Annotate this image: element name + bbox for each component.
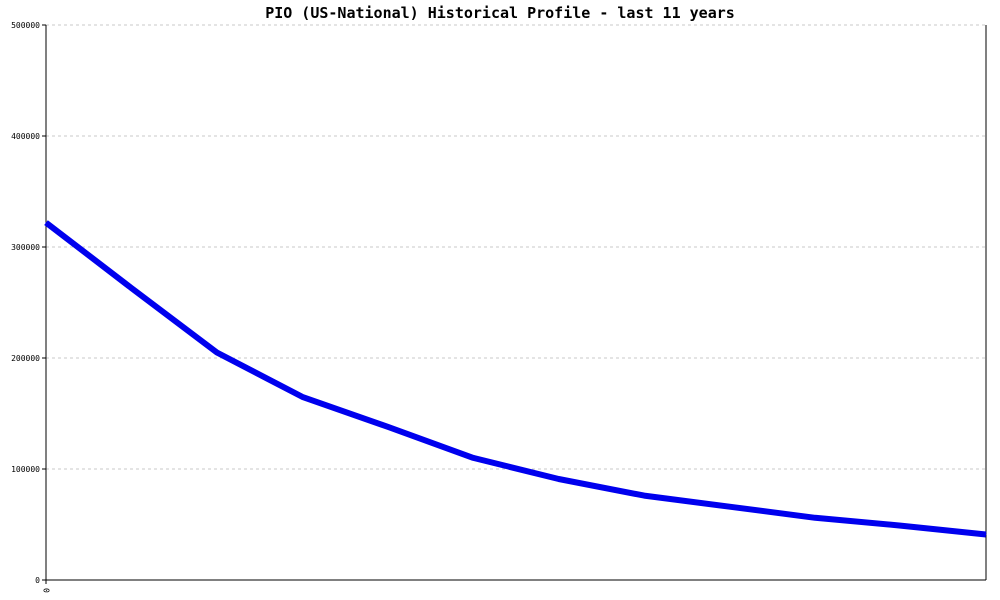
y-tick-label: 400000 xyxy=(11,132,40,141)
y-tick-labels: 0 100000 200000 300000 400000 500000 xyxy=(11,21,46,585)
data-point xyxy=(216,351,218,353)
data-point xyxy=(814,517,816,519)
data-point xyxy=(472,457,474,459)
chart-title: PIO (US-National) Historical Profile - l… xyxy=(265,4,735,22)
y-tick-label: 300000 xyxy=(11,243,40,252)
data-point xyxy=(643,495,645,497)
x-tick-labels: 0 xyxy=(42,580,51,593)
axes xyxy=(45,25,987,581)
series-layer xyxy=(44,220,987,538)
data-point xyxy=(301,396,303,398)
data-point xyxy=(130,287,132,289)
y-tick-label: 100000 xyxy=(11,465,40,474)
y-tick-label: 0 xyxy=(35,576,40,585)
y-tick-label: 500000 xyxy=(11,21,40,30)
data-point xyxy=(985,533,987,535)
grid-lines xyxy=(46,24,986,470)
series-line xyxy=(44,220,987,538)
data-point xyxy=(45,222,47,224)
y-tick-label: 200000 xyxy=(11,354,40,363)
data-point xyxy=(558,478,560,480)
data-point xyxy=(729,506,731,508)
x-tick-label: 0 xyxy=(42,588,51,593)
data-point xyxy=(387,426,389,428)
data-point xyxy=(900,525,902,527)
